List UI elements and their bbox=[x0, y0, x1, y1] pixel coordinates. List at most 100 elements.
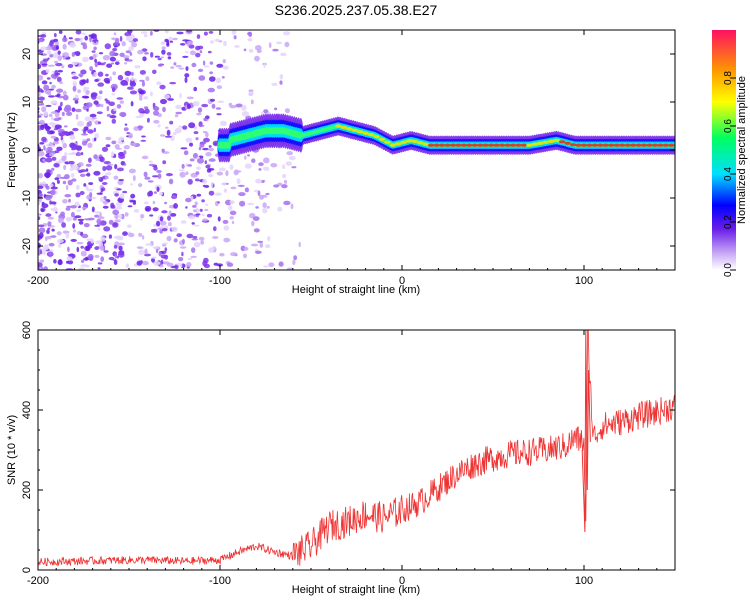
noise-speck bbox=[46, 236, 52, 240]
noise-speck bbox=[244, 187, 249, 193]
noise-speck bbox=[51, 144, 55, 148]
ridge-core bbox=[422, 142, 429, 146]
noise-speck bbox=[175, 111, 183, 115]
noise-speck bbox=[98, 177, 101, 180]
noise-speck bbox=[76, 151, 80, 156]
noise-speck bbox=[205, 152, 212, 157]
noise-speck bbox=[57, 217, 64, 224]
noise-speck bbox=[219, 167, 226, 172]
noise-speck bbox=[89, 66, 93, 72]
noise-speck bbox=[112, 71, 116, 76]
noise-speck bbox=[223, 40, 227, 47]
noise-speck bbox=[105, 136, 112, 141]
noise-speck bbox=[55, 45, 60, 50]
noise-speck bbox=[236, 178, 241, 185]
noise-speck bbox=[54, 95, 60, 97]
noise-speck bbox=[157, 227, 162, 230]
noise-speck bbox=[75, 30, 82, 35]
snr-frame bbox=[37, 329, 676, 571]
noise-speck bbox=[101, 146, 109, 152]
noise-speck bbox=[104, 43, 112, 50]
noise-speck bbox=[47, 216, 54, 220]
y-tick-label: -10 bbox=[21, 190, 33, 206]
noise-speck bbox=[124, 70, 132, 76]
noise-speck bbox=[209, 76, 216, 82]
noise-speck bbox=[55, 62, 63, 67]
ridge-core bbox=[580, 143, 588, 147]
noise-speck bbox=[138, 90, 145, 95]
noise-speck bbox=[114, 164, 118, 170]
noise-speck bbox=[145, 243, 153, 246]
noise-speck bbox=[64, 194, 72, 198]
noise-speck bbox=[123, 145, 130, 150]
noise-speck bbox=[61, 139, 65, 145]
noise-speck bbox=[208, 31, 214, 34]
noise-speck bbox=[75, 114, 79, 120]
noise-speck bbox=[41, 249, 47, 255]
noise-speck bbox=[185, 66, 189, 71]
noise-speck bbox=[253, 228, 260, 233]
noise-speck bbox=[42, 59, 49, 62]
noise-speck bbox=[94, 246, 100, 251]
noise-speck bbox=[62, 43, 67, 50]
noise-speck bbox=[129, 90, 138, 95]
noise-speck bbox=[38, 232, 44, 239]
noise-speck bbox=[74, 94, 79, 99]
noise-speck bbox=[45, 157, 53, 163]
noise-speck bbox=[123, 163, 127, 166]
noise-speck bbox=[182, 39, 189, 42]
noise-speck bbox=[57, 55, 63, 61]
noise-speck bbox=[83, 223, 90, 228]
noise-speck bbox=[54, 40, 59, 47]
noise-speck bbox=[138, 232, 143, 237]
noise-speck bbox=[88, 217, 95, 221]
noise-speck bbox=[75, 192, 81, 198]
noise-speck bbox=[38, 227, 46, 234]
ridge-core bbox=[553, 138, 560, 142]
noise-speck bbox=[271, 82, 278, 86]
ridge-core bbox=[509, 143, 517, 147]
noise-speck bbox=[202, 60, 206, 66]
noise-speck bbox=[80, 250, 87, 257]
noise-speck bbox=[49, 54, 54, 58]
noise-speck bbox=[46, 169, 51, 173]
noise-speck bbox=[44, 126, 52, 130]
noise-speck bbox=[140, 214, 145, 219]
noise-speck bbox=[198, 124, 205, 127]
ridge-core bbox=[356, 130, 364, 134]
noise-speck bbox=[40, 46, 47, 51]
noise-speck bbox=[132, 200, 137, 205]
noise-speck bbox=[223, 188, 228, 193]
noise-speck bbox=[162, 242, 168, 245]
noise-speck bbox=[102, 205, 109, 209]
noise-speck bbox=[127, 224, 132, 228]
noise-speck bbox=[87, 142, 93, 149]
noise-speck bbox=[38, 224, 45, 228]
noise-speck bbox=[229, 200, 235, 205]
noise-speck bbox=[196, 193, 202, 197]
ridge-core bbox=[400, 140, 407, 144]
noise-speck bbox=[161, 49, 166, 55]
noise-speck bbox=[79, 81, 85, 86]
noise-speck bbox=[288, 155, 296, 161]
noise-speck bbox=[49, 81, 52, 85]
noise-speck bbox=[156, 170, 162, 173]
noise-speck bbox=[43, 111, 49, 117]
noise-speck bbox=[94, 58, 97, 63]
noise-speck bbox=[85, 185, 89, 191]
noise-speck bbox=[181, 163, 185, 169]
noise-speck bbox=[234, 45, 240, 48]
noise-speck bbox=[38, 91, 41, 97]
noise-speck bbox=[111, 151, 115, 157]
noise-speck bbox=[135, 115, 143, 119]
ridge-core bbox=[373, 135, 380, 139]
noise-speck bbox=[197, 68, 204, 72]
noise-speck bbox=[126, 86, 134, 90]
noise-speck bbox=[46, 77, 51, 80]
noise-speck bbox=[216, 85, 223, 89]
noise-speck bbox=[139, 96, 143, 101]
noise-speck bbox=[62, 180, 67, 185]
noise-speck bbox=[124, 212, 129, 217]
colorbar-tick-label: 0.2 bbox=[723, 215, 734, 229]
